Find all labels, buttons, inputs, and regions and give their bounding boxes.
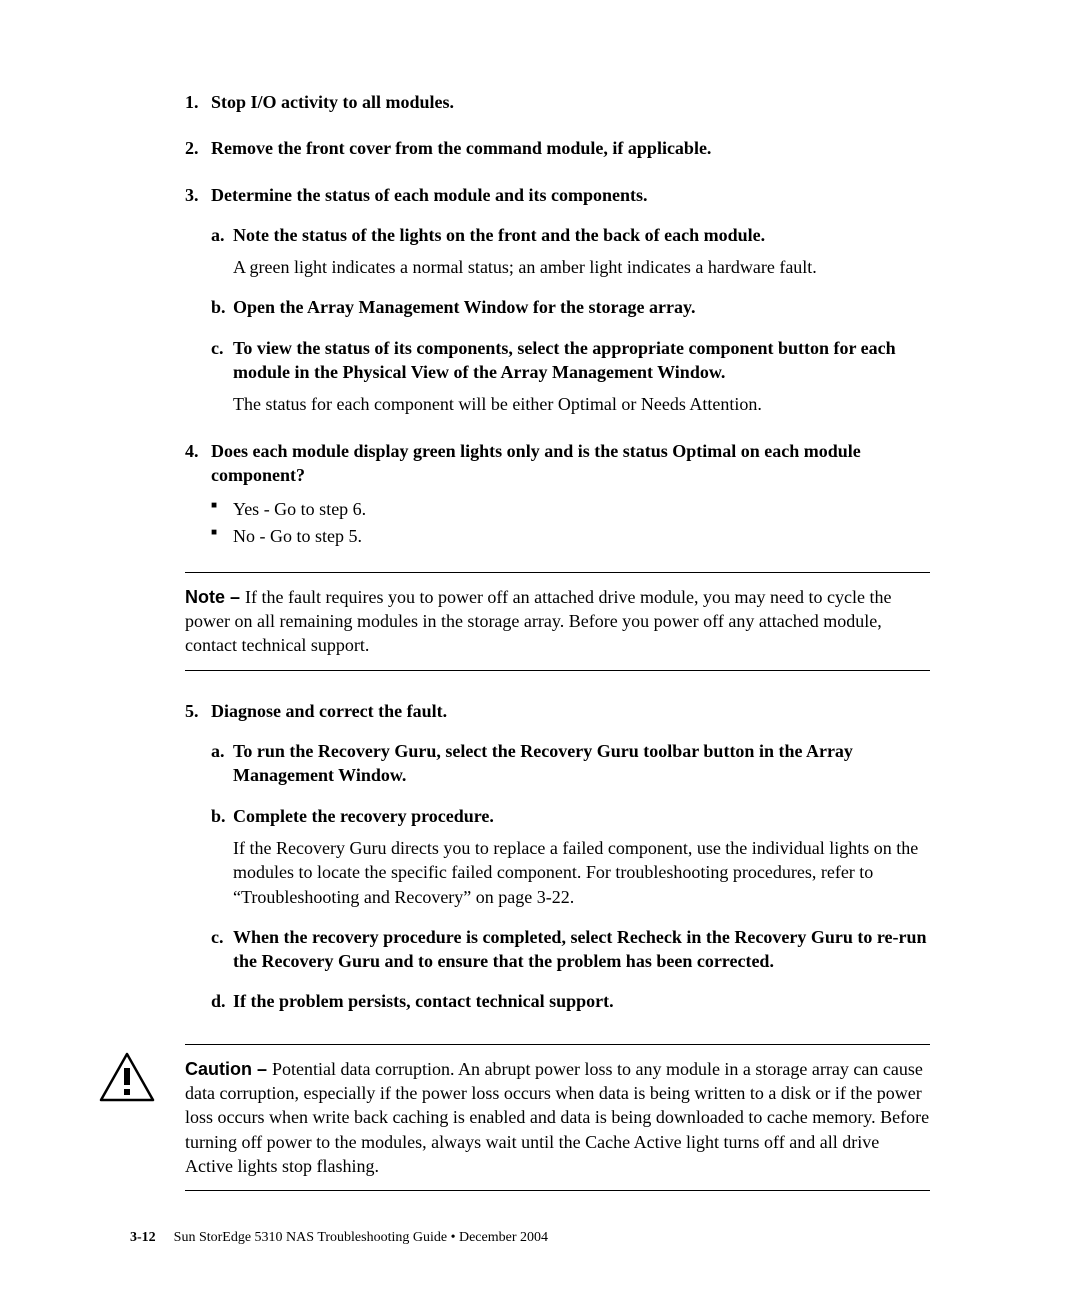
substep-text: If the problem persists, contact technic… — [233, 991, 614, 1011]
step-number: 5. — [185, 699, 199, 723]
sub-list: a. To run the Recovery Guru, select the … — [211, 739, 930, 1014]
note-callout: Note – If the fault requires you to powe… — [185, 572, 930, 671]
step-text: Diagnose and correct the fault. — [211, 701, 447, 721]
substep-number: a. — [211, 739, 225, 763]
footer-title: Sun StorEdge 5310 NAS Troubleshooting Gu… — [174, 1230, 548, 1245]
step-text: Does each module display green lights on… — [211, 441, 861, 485]
note-body: If the fault requires you to power off a… — [185, 587, 891, 656]
step-5a: a. To run the Recovery Guru, select the … — [211, 739, 930, 788]
bullet-yes: Yes - Go to step 6. — [211, 497, 930, 521]
step-number: 4. — [185, 439, 199, 463]
substep-body: The status for each component will be ei… — [233, 392, 930, 416]
substep-text: Open the Array Management Window for the… — [233, 297, 695, 317]
step-text: Determine the status of each module and … — [211, 185, 647, 205]
caution-label: Caution – — [185, 1059, 272, 1079]
step-5d: d. If the problem persists, contact tech… — [211, 989, 930, 1013]
step-3b: b. Open the Array Management Window for … — [211, 295, 930, 319]
substep-body: A green light indicates a normal status;… — [233, 255, 930, 279]
substep-number: d. — [211, 989, 226, 1013]
page-number: 3-12 — [130, 1230, 156, 1245]
step-5c: c. When the recovery procedure is comple… — [211, 925, 930, 974]
substep-number: b. — [211, 804, 226, 828]
step-4: 4. Does each module display green lights… — [185, 439, 930, 548]
substep-text: Note the status of the lights on the fro… — [233, 225, 765, 245]
substep-number: a. — [211, 223, 225, 247]
bullet-list: Yes - Go to step 6. No - Go to step 5. — [211, 497, 930, 548]
main-ordered-list: 1. Stop I/O activity to all modules. 2. … — [185, 90, 930, 548]
caution-wrapper: Caution – Potential data corruption. An … — [185, 1044, 930, 1191]
caution-callout: Caution – Potential data corruption. An … — [185, 1044, 930, 1191]
step-3: 3. Determine the status of each module a… — [185, 183, 930, 417]
step-5b: b. Complete the recovery procedure. If t… — [211, 804, 930, 909]
step-5: 5. Diagnose and correct the fault. a. To… — [185, 699, 930, 1014]
page-footer: 3-12 Sun StorEdge 5310 NAS Troubleshootin… — [130, 1229, 548, 1248]
substep-text: Complete the recovery procedure. — [233, 806, 494, 826]
note-label: Note – — [185, 587, 245, 607]
step-2: 2. Remove the front cover from the comma… — [185, 136, 930, 160]
substep-number: b. — [211, 295, 226, 319]
step-text: Stop I/O activity to all modules. — [211, 92, 454, 112]
step-text: Remove the front cover from the command … — [211, 138, 711, 158]
caution-body: Potential data corruption. An abrupt pow… — [185, 1059, 929, 1176]
step-3c: c. To view the status of its components,… — [211, 336, 930, 417]
substep-body: If the Recovery Guru directs you to repl… — [233, 836, 930, 909]
step-3a: a. Note the status of the lights on the … — [211, 223, 930, 280]
main-ordered-list-continued: 5. Diagnose and correct the fault. a. To… — [185, 699, 930, 1014]
sub-list: a. Note the status of the lights on the … — [211, 223, 930, 417]
substep-number: c. — [211, 336, 224, 360]
step-number: 2. — [185, 136, 199, 160]
substep-text: To run the Recovery Guru, select the Rec… — [233, 741, 853, 785]
caution-icon — [99, 1052, 155, 1102]
substep-text: When the recovery procedure is completed… — [233, 927, 927, 971]
substep-text: To view the status of its components, se… — [233, 338, 896, 382]
substep-number: c. — [211, 925, 224, 949]
step-number: 3. — [185, 183, 199, 207]
step-number: 1. — [185, 90, 199, 114]
bullet-no: No - Go to step 5. — [211, 524, 930, 548]
page-container: 1. Stop I/O activity to all modules. 2. … — [0, 0, 1080, 1296]
step-1: 1. Stop I/O activity to all modules. — [185, 90, 930, 114]
